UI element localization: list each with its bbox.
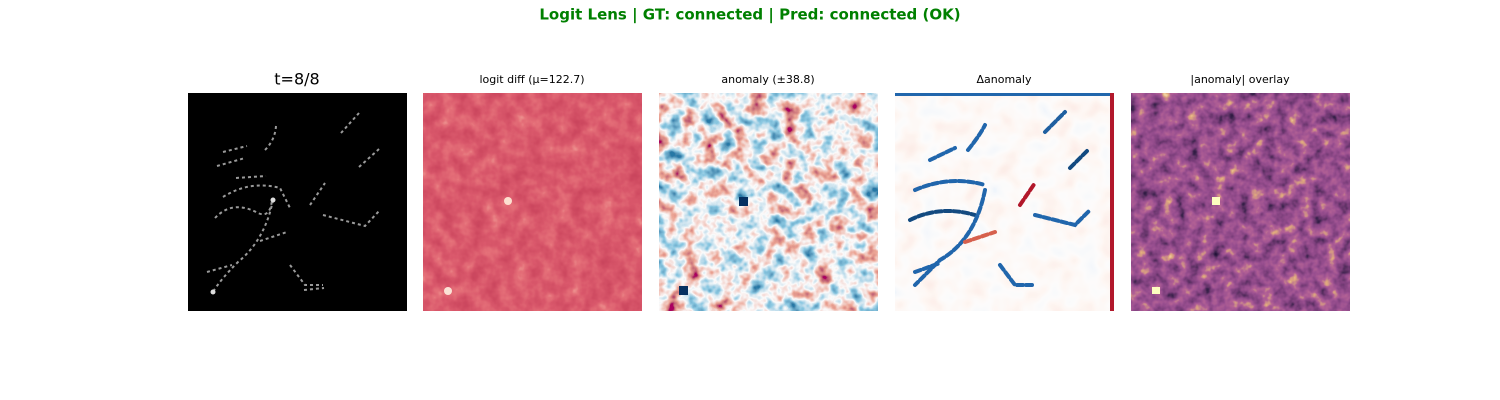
hotspot [679, 286, 688, 295]
streak [998, 263, 1037, 287]
streak [908, 209, 977, 222]
hotspot [1212, 197, 1220, 205]
image-background [188, 93, 407, 311]
panel-title: t=8/8 [274, 70, 319, 89]
heatmap [423, 93, 642, 311]
logit-diff-map [423, 93, 642, 311]
streak [913, 179, 987, 192]
panel-title: Δanomaly [977, 73, 1032, 86]
path [214, 199, 273, 219]
heatmap [895, 93, 1114, 311]
hotspot [1152, 287, 1160, 294]
streak [1068, 148, 1090, 170]
streaks [908, 110, 1092, 287]
panel-title: anomaly (±38.8) [721, 73, 814, 86]
figure-title: Logit Lens | GT: connected | Pred: conne… [539, 6, 960, 25]
path [212, 199, 274, 293]
input-image [188, 93, 407, 311]
path [309, 182, 326, 206]
streak [1033, 208, 1092, 228]
path [235, 175, 267, 179]
anomaly-map [659, 93, 878, 311]
panel-title: |anomaly| overlay [1190, 73, 1290, 86]
hotspot [739, 197, 748, 206]
heatmap [659, 93, 878, 311]
edge [895, 93, 1114, 96]
streak [1043, 110, 1067, 134]
path [340, 112, 360, 134]
panel-title: logit diff (μ=122.7) [479, 73, 584, 86]
delta-anomaly-map [895, 93, 1114, 311]
path [289, 264, 323, 286]
streak [966, 123, 987, 152]
streak [928, 146, 957, 162]
streak [913, 188, 987, 287]
streak [913, 261, 942, 274]
endpoint [270, 197, 276, 203]
path [322, 209, 381, 228]
path [216, 157, 246, 167]
path [259, 231, 288, 242]
path [222, 145, 248, 153]
hotspot [504, 197, 512, 205]
streak [1018, 181, 1037, 207]
path [222, 184, 291, 209]
heatmap [1131, 93, 1350, 311]
edge [1110, 93, 1114, 311]
streak [963, 230, 997, 244]
hotspot [444, 287, 452, 295]
anomaly-overlay-map [1131, 93, 1350, 311]
path [264, 125, 277, 151]
path [358, 148, 380, 168]
endpoint [210, 289, 216, 295]
path [206, 264, 233, 273]
dashed-paths [206, 112, 381, 293]
